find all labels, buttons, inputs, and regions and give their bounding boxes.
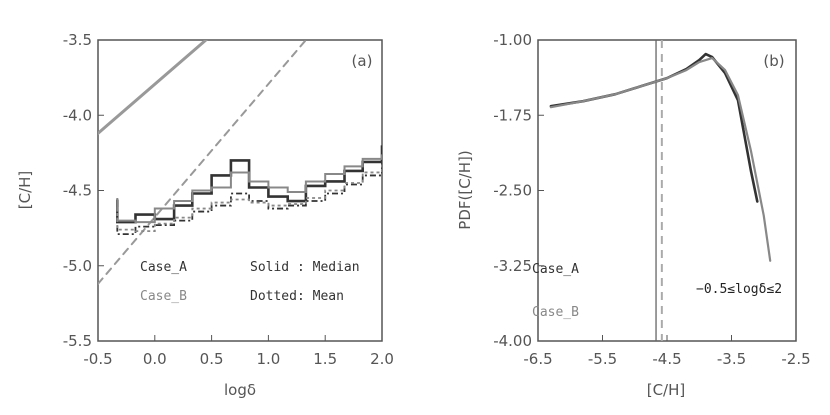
panel-b: (b) [C/H] PDF([C/H]) Case_A Case_B −0.5≤…: [456, 31, 811, 399]
panel-a-xtick-label: 2.0: [370, 350, 394, 368]
panel-b-xtick-label: -5.5: [588, 350, 617, 368]
panel-b-ytick-label: -1.00: [493, 31, 532, 49]
panel-b-xtick-label: -3.5: [717, 350, 746, 368]
panel-a-ytick-label: -3.5: [63, 31, 92, 49]
panel-a-series-case-b-mean: [116, 167, 382, 233]
panel-a-series-case-b-median: [116, 154, 382, 224]
panel-a-legend-case-a: Case_A: [140, 260, 187, 275]
panel-a-label: (a): [352, 52, 373, 70]
panel-a-xlabel: logδ: [224, 381, 256, 399]
panel-b-legend-case-a: Case_A: [532, 262, 579, 277]
panel-a-legend-case-b: Case_B: [140, 289, 187, 304]
panel-a-ytick-label: -4.5: [63, 182, 92, 200]
panel-b-ytick-label: -3.25: [493, 257, 532, 275]
panel-b-ytick-label: -1.75: [493, 106, 532, 124]
panel-b-ytick-label: -2.50: [493, 182, 532, 200]
panel-b-legend-case-b: Case_B: [532, 305, 579, 320]
panel-b-series-case-a: [549, 52, 759, 203]
panel-a-ylabel: [C/H]: [16, 171, 34, 210]
panel-a-xtick-label: 0.0: [143, 350, 167, 368]
panel-a-legend-dotted: Dotted: Mean: [250, 289, 344, 304]
panel-a-ytick-label: -5.5: [63, 332, 92, 350]
panel-a-xtick-label: 0.5: [200, 350, 224, 368]
panel-b-xtick-label: -6.5: [523, 350, 552, 368]
panel-a-series-case-a-median: [116, 145, 382, 224]
panel-a-ytick-label: -5.0: [63, 257, 92, 275]
panel-b-legend-range: −0.5≤logδ≤2: [696, 282, 782, 297]
panel-a-ytick-label: -4.0: [63, 106, 92, 124]
panel-b-label: (b): [763, 52, 784, 70]
panel-a-dashed-reference: [98, 40, 307, 285]
panel-b-series-case-b: [549, 56, 772, 262]
panel-a-solid-reference: [98, 40, 208, 135]
panel-b-xlabel: [C/H]: [647, 381, 686, 399]
panel-b-xtick-label: -4.5: [652, 350, 681, 368]
panel-a-series-case-a-mean: [116, 160, 382, 236]
panel-b-ylabel: PDF([C/H]): [456, 150, 474, 229]
panel-a-legend-solid: Solid : Median: [250, 260, 360, 275]
panel-a-xtick-label: 1.5: [313, 350, 337, 368]
panel-a-xtick-label: -0.5: [83, 350, 112, 368]
panel-a: (a) logδ [C/H] Case_A Case_B Solid : Med…: [16, 31, 394, 399]
panel-a-plot-area: [98, 40, 382, 285]
panel-b-xtick-label: -2.5: [781, 350, 810, 368]
panel-a-xtick-label: 1.0: [256, 350, 280, 368]
panel-b-ytick-label: -4.00: [493, 332, 532, 350]
